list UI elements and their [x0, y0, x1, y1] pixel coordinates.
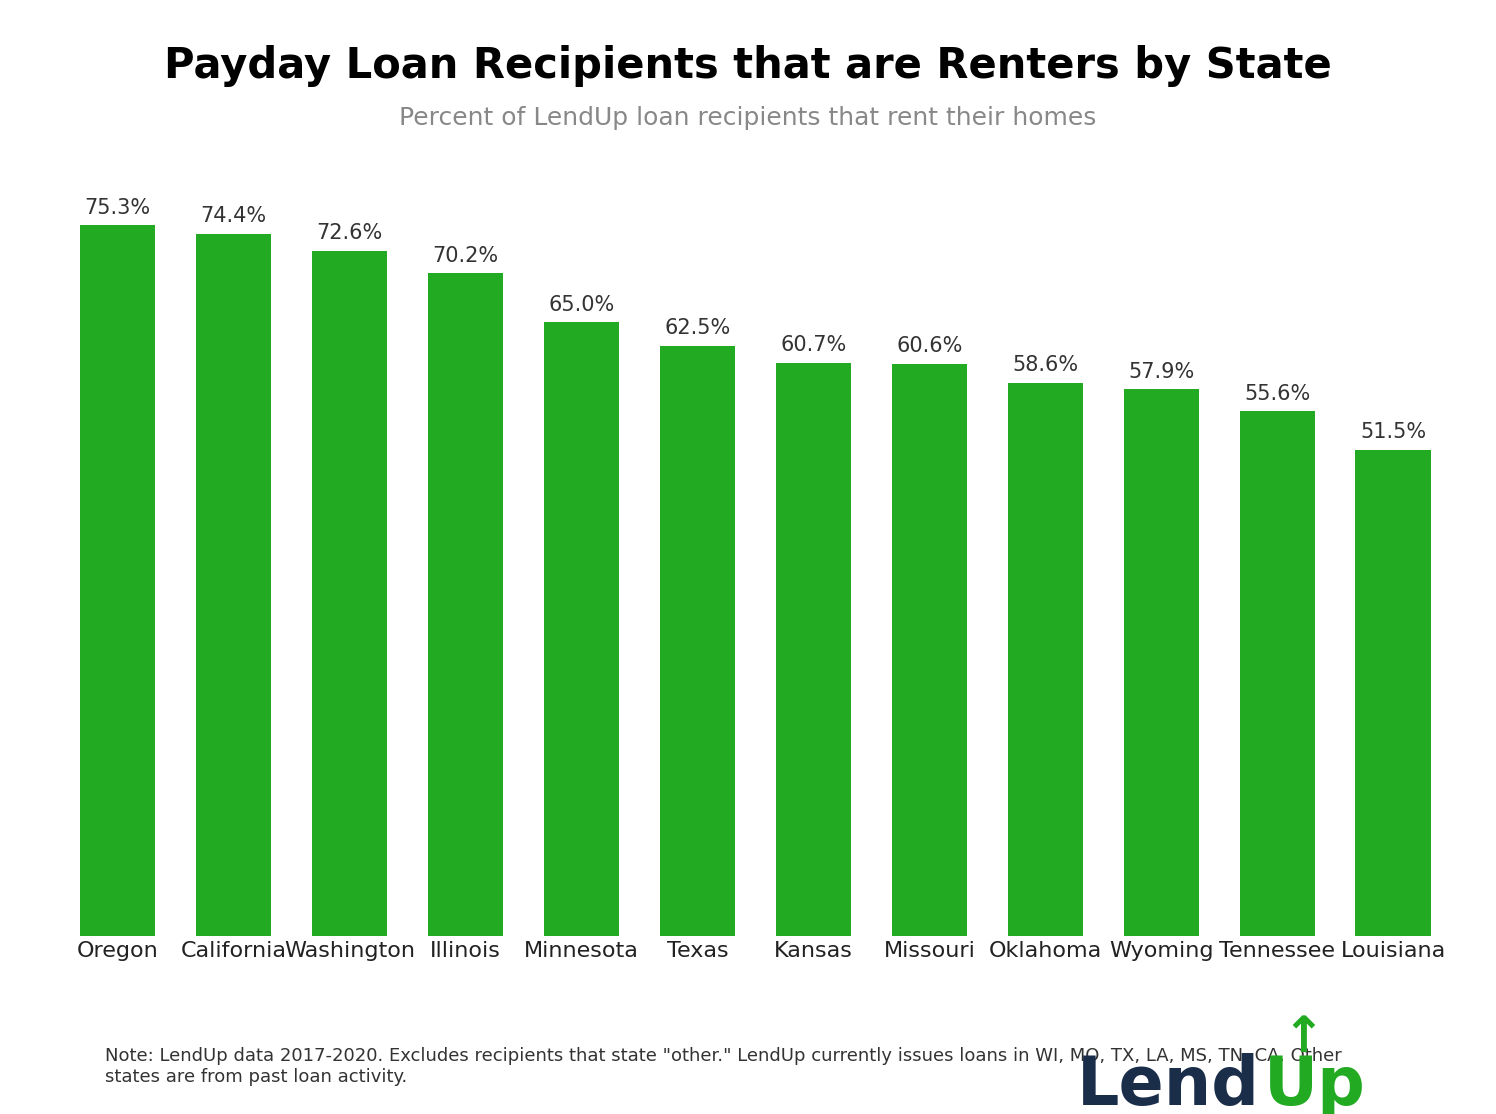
Bar — [660, 346, 735, 936]
Bar — [1008, 383, 1083, 936]
Text: Lend: Lend — [1077, 1053, 1260, 1114]
Text: 75.3%: 75.3% — [85, 197, 151, 217]
Text: 74.4%: 74.4% — [200, 206, 266, 226]
Bar — [1123, 390, 1198, 936]
Text: 70.2%: 70.2% — [432, 246, 498, 266]
Text: Payday Loan Recipients that are Renters by State: Payday Loan Recipients that are Renters … — [165, 45, 1331, 87]
Bar — [428, 273, 503, 936]
Text: 60.7%: 60.7% — [781, 335, 847, 355]
Bar — [313, 251, 387, 936]
Bar — [776, 363, 851, 936]
Text: 72.6%: 72.6% — [317, 223, 383, 243]
Text: 60.6%: 60.6% — [896, 336, 962, 356]
Bar — [545, 322, 619, 936]
Text: 51.5%: 51.5% — [1360, 422, 1426, 442]
Bar — [892, 364, 966, 936]
Bar — [1240, 411, 1315, 936]
Bar — [1355, 450, 1430, 936]
Text: 62.5%: 62.5% — [664, 319, 730, 339]
Text: ↑: ↑ — [1282, 1014, 1324, 1062]
Text: Note: LendUp data 2017-2020. Excludes recipients that state "other." LendUp curr: Note: LendUp data 2017-2020. Excludes re… — [105, 1047, 1342, 1086]
Text: 65.0%: 65.0% — [549, 295, 615, 315]
Text: 57.9%: 57.9% — [1128, 362, 1194, 382]
Text: 55.6%: 55.6% — [1245, 383, 1310, 403]
Text: Up: Up — [1264, 1053, 1366, 1114]
Text: Percent of LendUp loan recipients that rent their homes: Percent of LendUp loan recipients that r… — [399, 106, 1097, 130]
Bar — [81, 225, 156, 936]
Bar — [196, 234, 271, 936]
Text: 58.6%: 58.6% — [1013, 355, 1079, 375]
